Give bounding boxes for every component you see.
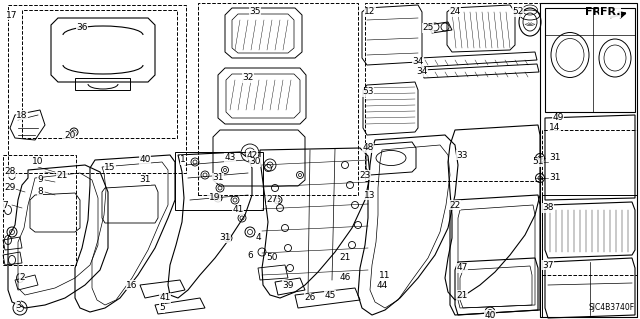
Text: 21: 21 — [56, 170, 68, 180]
Text: 4: 4 — [255, 234, 261, 242]
Text: 29: 29 — [4, 183, 16, 192]
Text: 6: 6 — [247, 250, 253, 259]
Bar — [22, 10, 177, 138]
Text: 53: 53 — [362, 87, 374, 97]
Text: 40: 40 — [140, 155, 150, 165]
Text: 28: 28 — [4, 167, 16, 176]
Text: 10: 10 — [32, 158, 44, 167]
Text: 39: 39 — [282, 280, 294, 290]
Bar — [542, 195, 637, 317]
Text: 22: 22 — [449, 201, 461, 210]
Text: 25: 25 — [422, 24, 434, 33]
Text: 26: 26 — [304, 293, 316, 302]
Text: FR.: FR. — [584, 7, 605, 17]
Text: 2: 2 — [19, 273, 25, 283]
Text: 32: 32 — [243, 73, 253, 83]
Text: 19: 19 — [209, 194, 221, 203]
Text: 11: 11 — [380, 271, 391, 279]
Text: 34: 34 — [412, 57, 424, 66]
Text: 35: 35 — [249, 8, 260, 17]
Text: SJC4B3740F: SJC4B3740F — [589, 303, 635, 312]
Text: 44: 44 — [376, 280, 388, 290]
Text: 24: 24 — [449, 8, 461, 17]
Text: 7: 7 — [2, 201, 8, 210]
Text: 21: 21 — [339, 254, 351, 263]
Text: 12: 12 — [364, 8, 376, 17]
Text: 45: 45 — [324, 291, 336, 300]
Text: 52: 52 — [512, 8, 524, 17]
Bar — [198, 3, 358, 195]
Text: 21: 21 — [456, 291, 468, 300]
Text: 50: 50 — [266, 254, 278, 263]
Text: 48: 48 — [362, 144, 374, 152]
Text: 18: 18 — [16, 110, 28, 120]
Text: 31: 31 — [140, 175, 151, 184]
Bar — [175, 152, 263, 210]
Bar — [365, 3, 540, 181]
Text: 5: 5 — [159, 303, 165, 313]
Text: 9: 9 — [37, 175, 43, 184]
Text: 27: 27 — [266, 196, 278, 204]
Text: FR.: FR. — [600, 7, 620, 17]
Bar — [3, 155, 76, 265]
Bar — [8, 5, 186, 173]
Text: 23: 23 — [359, 170, 371, 180]
Bar — [542, 130, 637, 275]
Text: 42: 42 — [246, 151, 258, 160]
Text: 47: 47 — [456, 263, 468, 272]
Text: 13: 13 — [364, 190, 376, 199]
Text: 3: 3 — [15, 300, 21, 309]
Text: 36: 36 — [76, 24, 88, 33]
Text: 34: 34 — [416, 68, 428, 77]
Text: 20: 20 — [64, 131, 76, 140]
Text: 8: 8 — [37, 188, 43, 197]
Text: 40: 40 — [484, 310, 496, 319]
Text: 31: 31 — [549, 153, 561, 162]
Text: 49: 49 — [552, 114, 564, 122]
Text: 46: 46 — [339, 273, 351, 283]
Text: 41: 41 — [232, 205, 244, 214]
Text: 15: 15 — [104, 164, 116, 173]
Text: 31: 31 — [549, 174, 561, 182]
Text: 37: 37 — [542, 261, 554, 270]
Text: 16: 16 — [126, 280, 138, 290]
Text: 31: 31 — [212, 174, 224, 182]
Text: 30: 30 — [249, 158, 260, 167]
Text: 51: 51 — [532, 158, 544, 167]
Text: 43: 43 — [224, 153, 236, 162]
Text: 31: 31 — [220, 234, 231, 242]
Text: 17: 17 — [6, 11, 18, 19]
Text: 41: 41 — [159, 293, 171, 302]
Text: 14: 14 — [549, 123, 561, 132]
Text: 38: 38 — [542, 204, 554, 212]
Bar — [540, 3, 637, 317]
Text: 33: 33 — [456, 151, 468, 160]
Text: 1: 1 — [180, 155, 186, 165]
